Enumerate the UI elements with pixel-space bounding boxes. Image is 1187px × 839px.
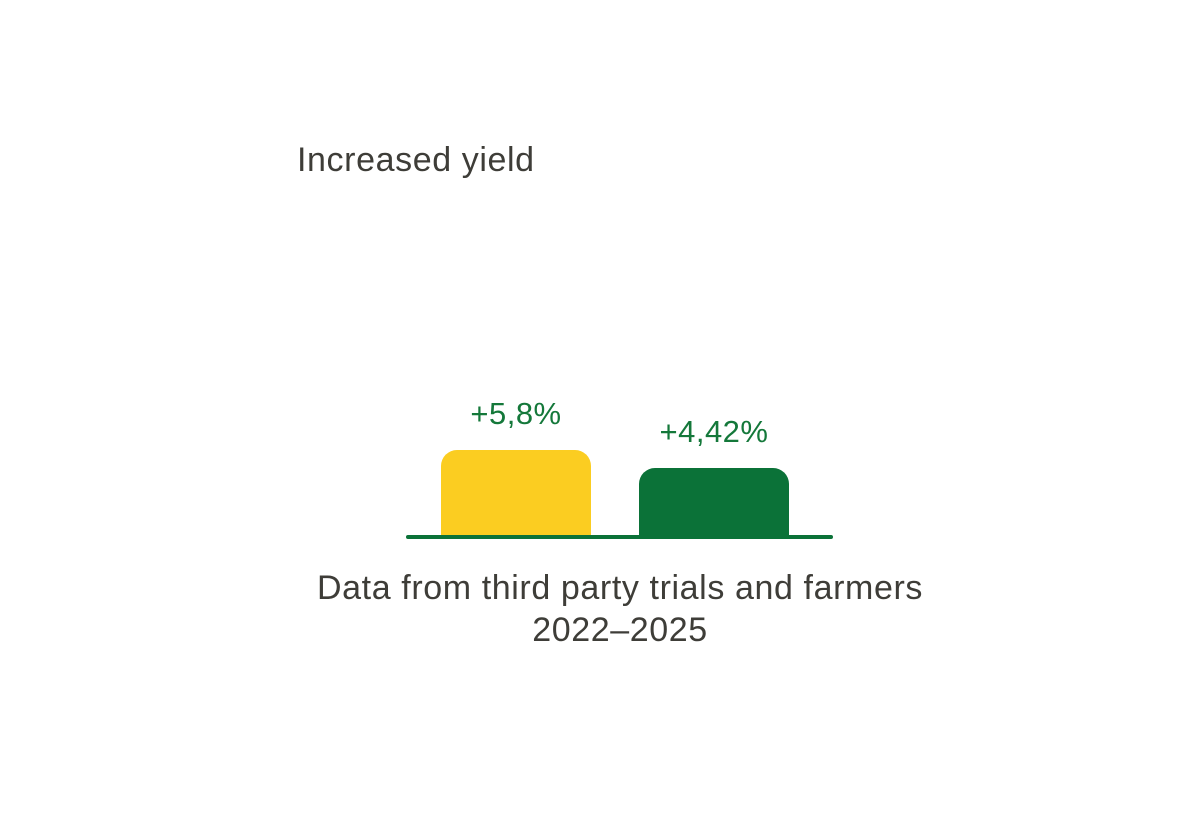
bar-yellow [441,450,591,535]
axis-baseline [406,535,833,539]
bar-value-label-green: +4,42% [659,414,769,449]
bar-value-label-yellow: +5,8% [470,396,562,431]
bar-green [639,468,789,535]
caption-line-1: Data from third party trials and farmers [317,569,923,607]
chart-title: Increased yield [297,141,535,179]
chart-caption: Data from third party trials and farmers… [220,567,1020,651]
caption-line-2: 2022–2025 [532,611,708,649]
